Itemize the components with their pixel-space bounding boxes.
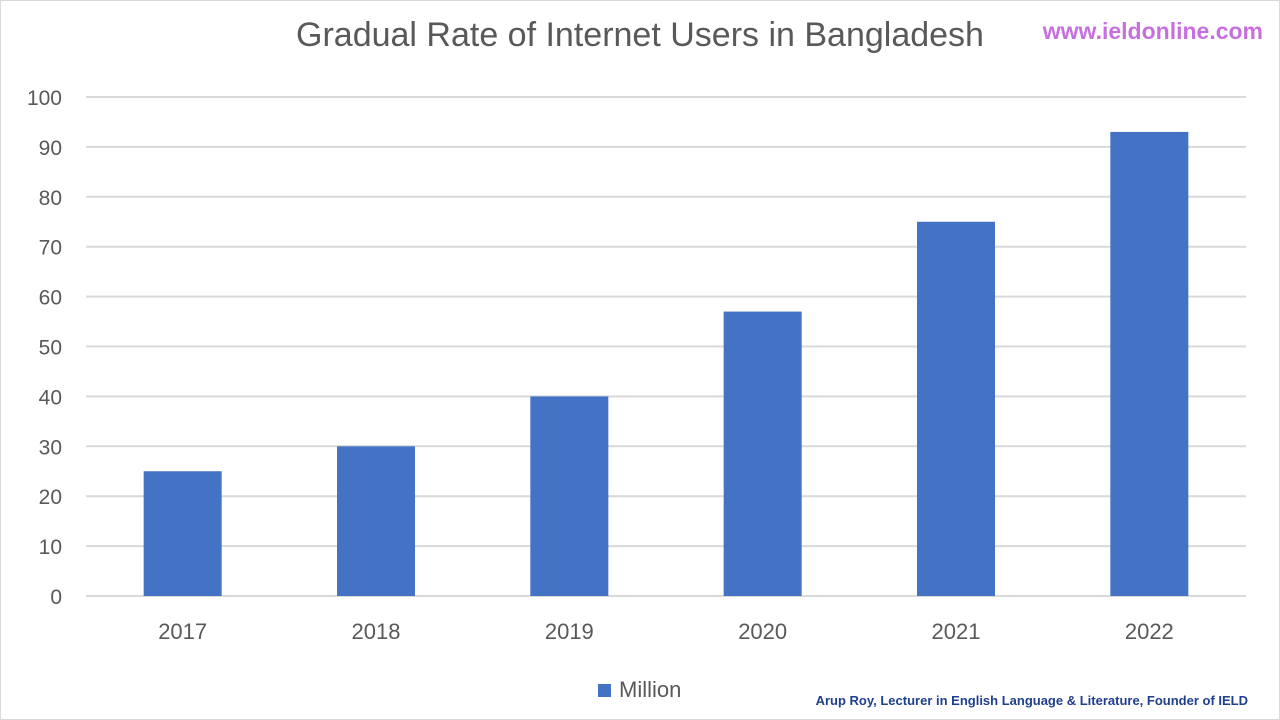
- x-tick-label: 2022: [1125, 619, 1174, 644]
- y-tick-label: 70: [39, 237, 62, 260]
- chart-title: Gradual Rate of Internet Users in Bangla…: [296, 16, 984, 54]
- y-tick-label: 30: [39, 436, 62, 459]
- bar-2021: [917, 221, 995, 596]
- legend-label-million: Million: [619, 677, 682, 702]
- y-tick-label: 20: [39, 486, 62, 509]
- y-tick-label: 40: [39, 386, 62, 409]
- website-watermark[interactable]: www.ieldonline.com: [1042, 18, 1263, 44]
- x-tick-label: 2017: [158, 619, 207, 644]
- legend-swatch-million: [598, 683, 611, 697]
- bar-2017: [143, 471, 222, 596]
- x-axis-ticks: 2017 2018 2019 2020 2021 2022: [158, 619, 1174, 644]
- y-tick-label: 10: [39, 536, 62, 559]
- bar-2018: [337, 446, 415, 596]
- bar-2022: [1110, 131, 1189, 596]
- author-credit: Arup Roy, Lecturer in English Language &…: [815, 693, 1248, 708]
- x-tick-label: 2019: [545, 619, 594, 644]
- x-tick-label: 2018: [352, 619, 401, 644]
- x-tick-label: 2021: [932, 619, 981, 644]
- y-tick-label: 80: [39, 187, 62, 210]
- bar-2020: [723, 311, 802, 596]
- bar-2019: [530, 396, 609, 596]
- y-tick-label: 100: [27, 87, 62, 110]
- x-tick-label: 2020: [738, 619, 787, 644]
- y-tick-label: 0: [50, 586, 62, 609]
- legend: Million: [598, 677, 681, 703]
- bars: [143, 131, 1189, 596]
- y-axis-ticks: 0 10 20 30 40 50 60 70 80 90 100: [27, 87, 62, 609]
- y-tick-label: 60: [39, 287, 62, 310]
- gridlines: [86, 96, 1246, 597]
- y-tick-label: 90: [39, 137, 62, 160]
- y-tick-label: 50: [39, 337, 62, 360]
